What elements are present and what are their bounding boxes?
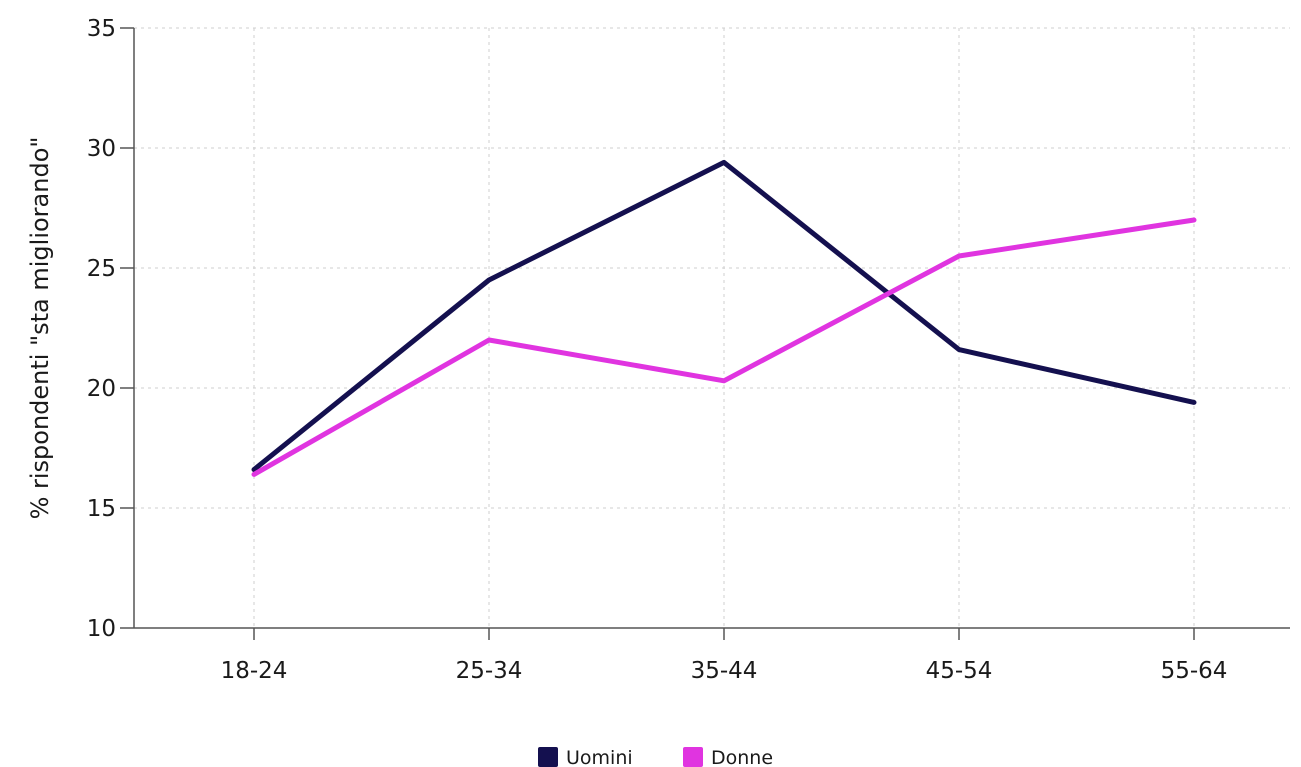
x-tick-label: 35-44 bbox=[691, 658, 758, 684]
data-point bbox=[488, 339, 490, 341]
legend: Uomini Donne bbox=[538, 747, 773, 767]
legend-swatch bbox=[538, 747, 558, 767]
x-tick-label: 45-54 bbox=[926, 658, 993, 684]
y-tick-label: 30 bbox=[87, 136, 116, 162]
data-point bbox=[1193, 401, 1195, 403]
y-tick-label: 35 bbox=[87, 16, 116, 42]
x-tick-labels: 18-24 25-34 35-44 45-54 55-64 bbox=[221, 628, 1228, 684]
grid-lines bbox=[134, 27, 1290, 628]
x-tick-label: 55-64 bbox=[1161, 658, 1228, 684]
y-axis-title: % rispondenti "sta migliorando" bbox=[26, 137, 54, 520]
axes bbox=[133, 28, 1290, 629]
data-point bbox=[723, 161, 725, 163]
x-tick-label: 18-24 bbox=[221, 658, 288, 684]
data-point bbox=[488, 279, 490, 281]
data-point bbox=[253, 473, 255, 475]
data-point bbox=[958, 255, 960, 257]
y-tick-labels: 10 15 20 25 30 35 bbox=[87, 16, 134, 642]
y-tick-label: 10 bbox=[87, 616, 116, 642]
legend-label: Uomini bbox=[566, 747, 633, 767]
y-tick-label: 15 bbox=[87, 496, 116, 522]
data-point bbox=[958, 349, 960, 351]
x-tick-label: 25-34 bbox=[456, 658, 523, 684]
data-point bbox=[253, 469, 255, 471]
series-lines bbox=[251, 159, 1197, 477]
y-tick-label: 25 bbox=[87, 256, 116, 282]
legend-swatch bbox=[683, 747, 703, 767]
y-tick-label: 20 bbox=[87, 376, 116, 402]
legend-label: Donne bbox=[711, 747, 773, 767]
data-point bbox=[1193, 219, 1195, 221]
data-point bbox=[723, 380, 725, 382]
